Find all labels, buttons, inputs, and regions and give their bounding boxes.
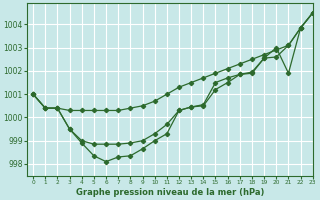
X-axis label: Graphe pression niveau de la mer (hPa): Graphe pression niveau de la mer (hPa) xyxy=(76,188,264,197)
